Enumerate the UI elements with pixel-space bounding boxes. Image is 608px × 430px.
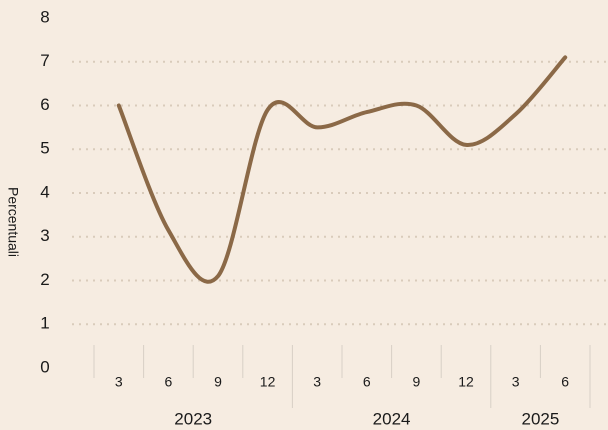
x-tick-label: 3 [512,374,520,390]
x-tick-label: 6 [363,374,371,390]
y-tick-label: 4 [40,182,49,201]
x-tick-label: 9 [413,374,421,390]
x-tick-label: 12 [260,374,276,390]
y-tick-label: 5 [40,139,49,158]
y-tick-label: 2 [40,270,49,289]
y-tick-label: 1 [40,314,49,333]
x-tick-label: 3 [313,374,321,390]
x-tick-label: 9 [214,374,222,390]
y-tick-label: 0 [40,357,49,376]
x-group-label: 2023 [174,409,212,428]
y-tick-label: 7 [40,51,49,70]
y-tick-label: 8 [40,7,49,26]
x-tick-label: 6 [165,374,173,390]
x-tick-label: 3 [115,374,123,390]
x-group-label: 2025 [521,409,559,428]
x-tick-label: 6 [561,374,569,390]
line-series [116,55,568,284]
y-axis-title: Percentuali [5,187,21,257]
x-group-label: 2024 [373,409,411,428]
y-tick-label: 3 [40,226,49,245]
x-tick-label: 12 [458,374,474,390]
y-tick-label: 6 [40,95,49,114]
